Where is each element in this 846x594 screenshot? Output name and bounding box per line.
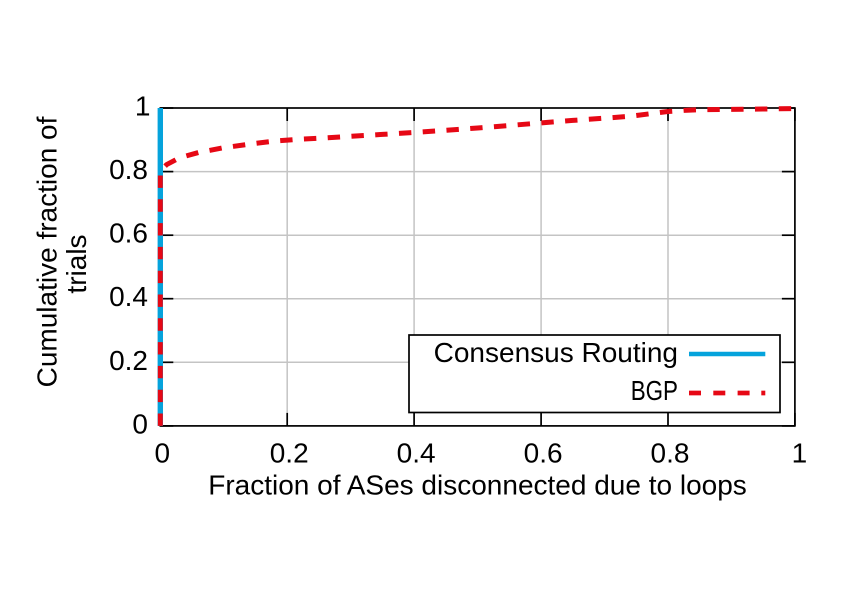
svg-text:Cumulative fraction of: Cumulative fraction of bbox=[32, 116, 63, 387]
svg-text:Consensus Routing: Consensus Routing bbox=[434, 337, 678, 368]
svg-text:0: 0 bbox=[155, 438, 171, 469]
svg-text:0.8: 0.8 bbox=[109, 154, 148, 185]
svg-text:Fraction of ASes disconnected: Fraction of ASes disconnected due to loo… bbox=[208, 470, 747, 501]
svg-text:trials: trials bbox=[61, 234, 92, 293]
svg-text:1: 1 bbox=[792, 438, 808, 469]
svg-text:1: 1 bbox=[135, 91, 151, 122]
svg-text:0.2: 0.2 bbox=[270, 438, 309, 469]
svg-text:0.8: 0.8 bbox=[651, 438, 690, 469]
svg-text:0.6: 0.6 bbox=[524, 438, 563, 469]
svg-text:0.4: 0.4 bbox=[397, 438, 436, 469]
svg-text:0.4: 0.4 bbox=[109, 281, 148, 312]
svg-text:0.2: 0.2 bbox=[109, 345, 148, 376]
svg-text:0.6: 0.6 bbox=[109, 218, 148, 249]
svg-text:0: 0 bbox=[132, 408, 148, 439]
svg-text:BGP: BGP bbox=[631, 376, 678, 407]
